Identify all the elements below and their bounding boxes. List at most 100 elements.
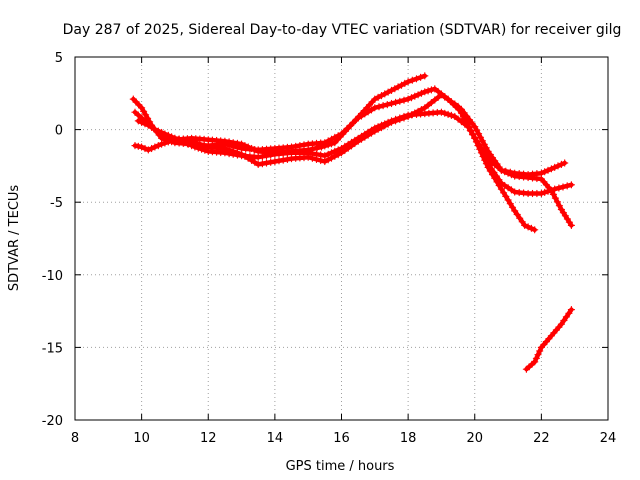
data-point: [547, 165, 555, 173]
data-point: [541, 188, 549, 196]
data-point: [531, 226, 539, 234]
data-point: [164, 138, 172, 146]
data-point: [444, 110, 452, 118]
data-point: [339, 130, 347, 138]
data-point: [567, 181, 575, 189]
data-point: [559, 183, 567, 191]
data-point: [357, 110, 366, 118]
data-point: [472, 138, 480, 146]
data-point: [565, 309, 573, 317]
data-point: [387, 99, 396, 108]
data-point: [457, 118, 465, 126]
data-point: [521, 221, 529, 229]
data-point: [161, 139, 169, 147]
data-point: [134, 111, 142, 119]
data-point: [567, 306, 575, 314]
data-point: [262, 159, 271, 167]
data-point: [516, 214, 524, 222]
data-point: [383, 101, 391, 109]
data-point: [424, 87, 432, 95]
data-point: [474, 142, 482, 150]
series-track-1: [129, 85, 569, 179]
data-point: [312, 155, 321, 163]
data-point: [493, 178, 501, 186]
data-point: [194, 144, 202, 152]
data-point: [555, 184, 563, 192]
data-point: [375, 103, 383, 111]
data-point: [191, 143, 199, 151]
data-point: [534, 351, 542, 359]
y-tick-label: -20: [42, 414, 63, 429]
data-point: [267, 158, 275, 166]
data-point: [134, 117, 142, 125]
data-point: [424, 101, 432, 109]
data-point: [482, 160, 490, 168]
data-point: [321, 152, 329, 160]
data-point: [225, 138, 233, 146]
data-point: [427, 86, 435, 94]
data-point: [421, 88, 429, 96]
data-point: [134, 142, 142, 150]
data-point: [275, 157, 283, 165]
y-tick-label: -10: [42, 269, 63, 284]
data-point: [258, 160, 266, 168]
data-point: [549, 190, 557, 198]
data-point: [481, 156, 489, 164]
data-point: [524, 223, 532, 231]
data-point: [488, 171, 497, 179]
data-point: [313, 144, 321, 152]
data-point: [431, 96, 439, 104]
data-point: [158, 140, 166, 148]
data-point: [468, 119, 476, 127]
data-point: [200, 142, 208, 150]
data-point: [141, 144, 149, 153]
data-point: [387, 118, 396, 126]
data-point: [547, 187, 555, 195]
data-point: [557, 320, 565, 328]
data-point: [188, 137, 196, 145]
data-point: [254, 160, 262, 168]
data-point: [427, 99, 435, 107]
series-line: [132, 73, 428, 156]
data-point: [541, 168, 549, 176]
data-point: [201, 146, 209, 154]
x-axis-ticks: 8 10 12 14 16 18 20 22 24: [71, 57, 616, 446]
data-point: [476, 145, 484, 153]
series-track-6: [522, 306, 575, 373]
data-point: [434, 93, 442, 101]
data-point: [495, 181, 503, 190]
y-axis-ticks: -20 -15 -10 -5 0 5: [42, 51, 608, 429]
data-point: [511, 207, 519, 215]
data-point: [233, 149, 241, 157]
data-point: [221, 137, 229, 145]
data-point: [309, 145, 317, 153]
data-point: [368, 98, 376, 106]
data-point: [179, 136, 187, 144]
data-point: [536, 347, 544, 355]
data-point: [532, 354, 540, 362]
data-point: [164, 132, 172, 140]
data-point: [283, 155, 291, 163]
x-axis-label: GPS time / hours: [286, 459, 395, 474]
data-point: [544, 166, 552, 174]
x-tick-label: 16: [333, 431, 350, 446]
data-point: [225, 146, 233, 154]
data-point: [408, 76, 416, 84]
data-point: [441, 109, 449, 117]
data-point: [324, 141, 332, 149]
data-point: [463, 120, 471, 128]
data-point: [317, 143, 326, 151]
data-point: [171, 134, 179, 142]
data-point: [183, 136, 191, 145]
data-point: [198, 145, 206, 153]
data-point: [457, 105, 465, 113]
data-point: [411, 92, 419, 100]
data-point: [321, 142, 329, 150]
data-point: [175, 135, 183, 143]
data-point: [132, 98, 140, 106]
data-point: [479, 152, 487, 161]
data-point: [463, 112, 471, 120]
data-point: [554, 162, 562, 170]
data-point: [417, 89, 425, 97]
